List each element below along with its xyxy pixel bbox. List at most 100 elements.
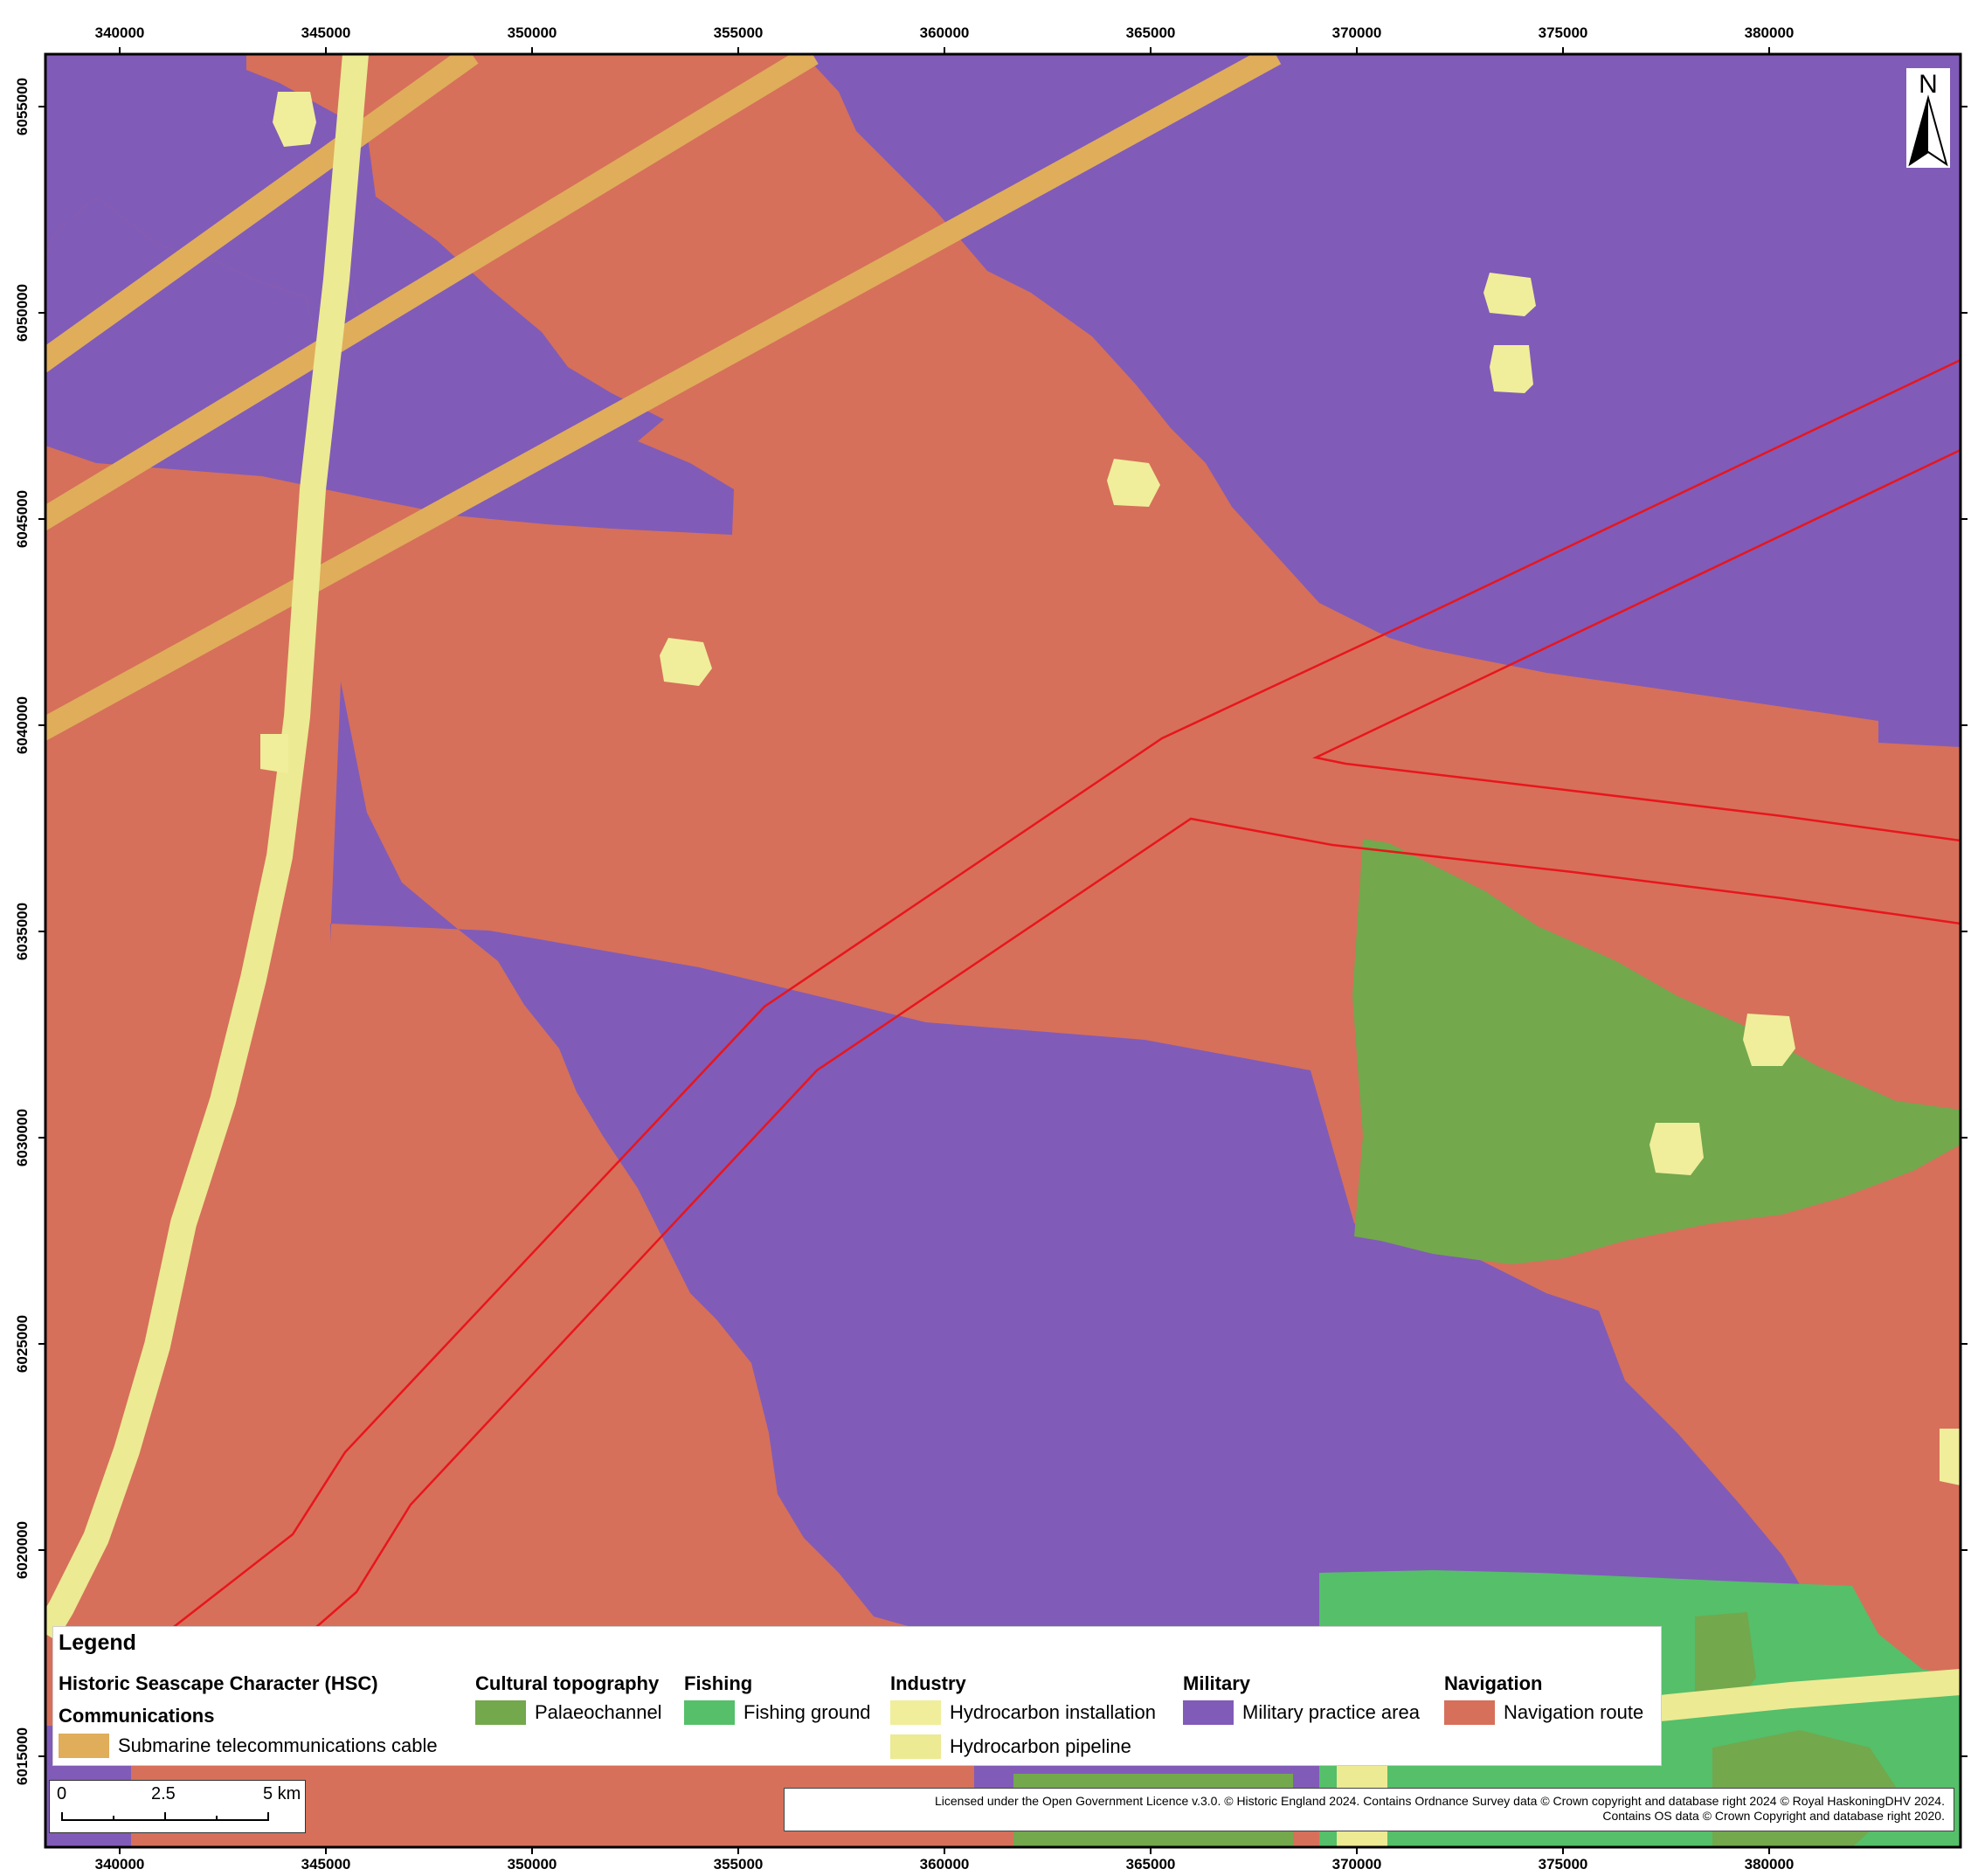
- x-tick-label: 380000: [1745, 24, 1795, 41]
- north-arrow: N: [1906, 68, 1950, 168]
- legend-hsc-heading: Historic Seascape Character (HSC): [59, 1672, 378, 1694]
- hydrocarbon-pipeline: [45, 54, 369, 1641]
- x-tick-label: 380000: [1745, 1856, 1795, 1873]
- legend-item-hydrocarbon-pipeline: Hydrocarbon pipeline: [890, 1734, 1131, 1759]
- y-tick-label: 6020000: [14, 1521, 31, 1579]
- hydrocarbon-installation: [273, 92, 316, 147]
- x-tick-label: 365000: [1126, 1856, 1176, 1873]
- legend-industry-heading: Industry: [890, 1672, 966, 1694]
- boundary-line: [287, 817, 1961, 1652]
- palaeochannel-swatch: [475, 1700, 526, 1725]
- boundary-lines: [130, 358, 1961, 1661]
- legend-item-label: Hydrocarbon installation: [950, 1701, 1157, 1723]
- x-tick-label: 355000: [714, 1856, 764, 1873]
- x-tick-label: 375000: [1539, 24, 1588, 41]
- legend-item-hydrocarbon-installation: Hydrocarbon installation: [890, 1700, 1156, 1725]
- y-tick-label: 6025000: [14, 1315, 31, 1373]
- hydrocarbon-installation: [1940, 1429, 1961, 1485]
- x-tick-label: 370000: [1332, 1856, 1382, 1873]
- x-tick-label: 350000: [508, 1856, 557, 1873]
- x-tick-label: 370000: [1332, 24, 1382, 41]
- legend-item-label: Navigation route: [1504, 1701, 1644, 1723]
- scale-bar: 0 2.5 5 km: [49, 1780, 306, 1833]
- y-tick-label: 6055000: [14, 78, 31, 135]
- graticule-ticks: [38, 47, 1968, 1854]
- map-layers: [45, 54, 1961, 1847]
- cables: [45, 54, 1282, 742]
- x-axis-labels-top: 340000 345000 350000 355000 360000 36500…: [95, 24, 1795, 41]
- navigation-swatch: [1444, 1700, 1495, 1725]
- scale-tick: [164, 1812, 166, 1821]
- x-tick-label: 365000: [1126, 24, 1176, 41]
- y-axis-labels-left: 6055000 6050000 6045000 6040000 6035000 …: [14, 78, 31, 1785]
- attribution-line-1: Licensed under the Open Government Licen…: [934, 1794, 1945, 1808]
- hydrocarbon-installation: [1743, 1014, 1795, 1066]
- x-axis-labels-bottom: 340000 345000 350000 355000 360000 36500…: [95, 1856, 1795, 1873]
- y-tick-label: 6040000: [14, 696, 31, 754]
- hydrocarbon-installation: [1483, 273, 1536, 316]
- y-tick-label: 6015000: [14, 1727, 31, 1785]
- legend-title: Legend: [59, 1630, 136, 1655]
- x-tick-label: 345000: [301, 1856, 351, 1873]
- military-area-central: [330, 682, 1808, 1638]
- military-area-top-right: [804, 54, 1961, 747]
- y-tick-label: 6050000: [14, 284, 31, 342]
- legend-item-label: Fishing ground: [743, 1701, 871, 1723]
- scale-tick: [61, 1812, 63, 1821]
- x-tick-label: 355000: [714, 24, 764, 41]
- palaeochannel-area: [1352, 839, 1961, 1264]
- hydrocarbon-installation: [1649, 1123, 1704, 1175]
- y-tick-label: 6030000: [14, 1109, 31, 1166]
- attribution-line-2: Contains OS data © Crown Copyright and d…: [1602, 1809, 1945, 1823]
- legend-fishing-heading: Fishing: [684, 1672, 753, 1694]
- y-tick-label: 6035000: [14, 903, 31, 960]
- x-tick-label: 340000: [95, 1856, 145, 1873]
- legend-item-label: Military practice area: [1242, 1701, 1420, 1723]
- cable-line: [45, 54, 1282, 742]
- legend-item-navigation-route: Navigation route: [1444, 1700, 1643, 1725]
- military-swatch: [1183, 1700, 1234, 1725]
- cable-swatch: [59, 1734, 109, 1758]
- hydrocarbon-installation: [260, 734, 288, 773]
- legend-item-fishing-ground: Fishing ground: [684, 1700, 871, 1725]
- x-tick-label: 340000: [95, 24, 145, 41]
- map-frame: [44, 52, 1962, 1849]
- legend-item-cable: Submarine telecommunications cable: [59, 1734, 438, 1758]
- legend-navigation-heading: Navigation: [1444, 1672, 1543, 1694]
- legend-item-label: Submarine telecommunications cable: [118, 1734, 438, 1756]
- installations: [260, 92, 1961, 1485]
- legend-item-palaeochannel: Palaeochannel: [475, 1700, 662, 1725]
- hydrocarbon-installation: [1490, 345, 1533, 393]
- legend-cultural-heading: Cultural topography: [475, 1672, 660, 1694]
- legend-panel: Legend Historic Seascape Character (HSC)…: [52, 1626, 1662, 1766]
- legend-item-label: Hydrocarbon pipeline: [950, 1735, 1131, 1757]
- x-tick-label: 375000: [1539, 1856, 1588, 1873]
- installation-swatch: [890, 1700, 941, 1725]
- x-tick-label: 360000: [920, 1856, 970, 1873]
- x-tick-label: 350000: [508, 24, 557, 41]
- legend-item-military-practice-area: Military practice area: [1183, 1700, 1420, 1725]
- boundary-line: [130, 358, 1961, 1661]
- legend-military-heading: Military: [1183, 1672, 1251, 1694]
- pipeline-swatch: [890, 1734, 941, 1759]
- legend-item-label: Palaeochannel: [535, 1701, 662, 1723]
- cable-line: [45, 54, 479, 374]
- scale-label-end: 5 km: [263, 1784, 301, 1803]
- scale-tick: [267, 1812, 269, 1821]
- x-tick-label: 360000: [920, 24, 970, 41]
- boundary-line: [1312, 448, 1961, 842]
- x-tick-label: 345000: [301, 24, 351, 41]
- attribution-panel: Licensed under the Open Government Licen…: [784, 1788, 1954, 1831]
- y-tick-label: 6045000: [14, 490, 31, 548]
- legend-communications-heading: Communications: [59, 1705, 215, 1727]
- scale-tick: [216, 1816, 218, 1821]
- hydrocarbon-installation: [660, 638, 712, 686]
- scale-label-mid: 2.5: [151, 1784, 176, 1803]
- fishing-swatch: [684, 1700, 735, 1725]
- hydrocarbon-installation: [1107, 459, 1160, 507]
- scale-label-0: 0: [57, 1784, 67, 1803]
- cable-line: [45, 54, 819, 531]
- hydrocarbon-pipeline: [1658, 1669, 1961, 1721]
- scale-tick: [113, 1816, 114, 1821]
